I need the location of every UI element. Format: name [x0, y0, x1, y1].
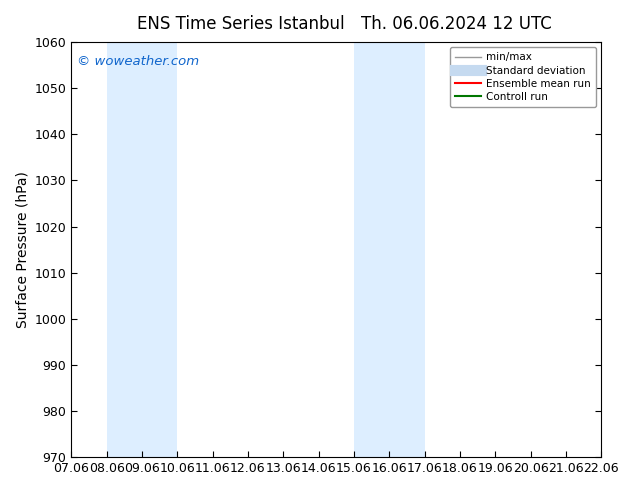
Text: Th. 06.06.2024 12 UTC: Th. 06.06.2024 12 UTC: [361, 15, 552, 33]
Text: © woweather.com: © woweather.com: [77, 54, 198, 68]
Legend: min/max, Standard deviation, Ensemble mean run, Controll run: min/max, Standard deviation, Ensemble me…: [450, 47, 596, 107]
Text: ENS Time Series Istanbul: ENS Time Series Istanbul: [137, 15, 345, 33]
Bar: [107, 42, 178, 457]
Y-axis label: Surface Pressure (hPa): Surface Pressure (hPa): [15, 171, 29, 328]
Bar: [601, 42, 619, 457]
Bar: [354, 42, 425, 457]
